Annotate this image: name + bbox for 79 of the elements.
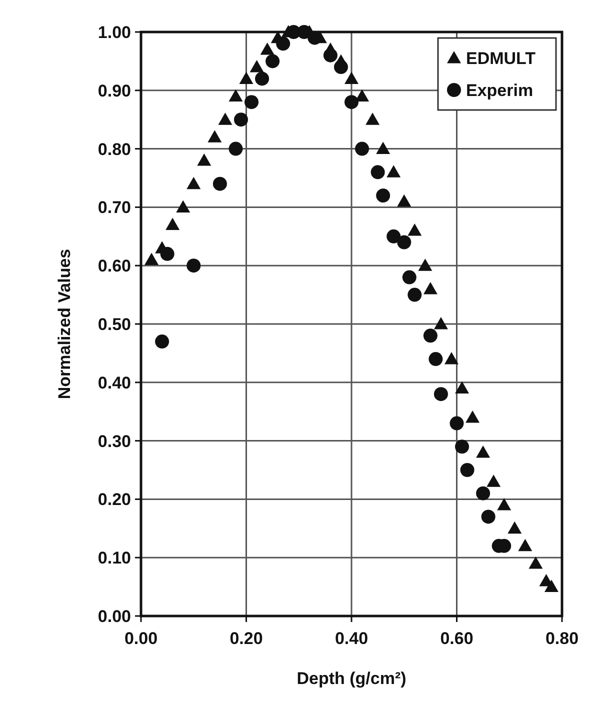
point [386, 165, 401, 178]
y-tick-label: 0.60 [98, 256, 131, 276]
point [402, 270, 416, 284]
y-tick-label: 0.50 [98, 315, 131, 334]
point [334, 60, 348, 74]
point [366, 112, 380, 125]
legend-label: Experim [466, 81, 534, 100]
x-tick-label: 0.60 [440, 629, 474, 648]
point [186, 258, 201, 273]
point [344, 95, 358, 110]
point [460, 463, 474, 477]
point [197, 153, 212, 166]
point [423, 282, 438, 294]
point [260, 42, 274, 55]
point [397, 194, 412, 207]
x-tick-label: 0.20 [230, 629, 263, 648]
y-tick-label: 0.70 [98, 198, 131, 218]
point [160, 246, 174, 261]
point [450, 416, 464, 430]
point [244, 95, 259, 110]
y-tick-label: 0.30 [98, 432, 131, 451]
x-tick-label: 0.40 [334, 629, 368, 648]
point [370, 165, 385, 180]
point [408, 288, 422, 302]
point [486, 474, 501, 487]
point [228, 142, 243, 156]
point [434, 387, 448, 402]
point [418, 258, 432, 271]
point [144, 252, 159, 266]
point [455, 381, 470, 394]
point [528, 556, 543, 569]
point [155, 334, 170, 349]
point [428, 352, 443, 366]
point [239, 72, 254, 84]
point [344, 72, 358, 84]
x-axis-title: Depth (g/cm²) [296, 669, 406, 688]
y-tick-label: 0.90 [98, 81, 131, 100]
point [544, 580, 558, 592]
point [355, 142, 370, 156]
point [166, 218, 180, 230]
point [466, 410, 480, 423]
point [234, 112, 248, 127]
point [434, 317, 448, 330]
point [212, 176, 227, 191]
point [455, 440, 470, 454]
point [386, 229, 401, 244]
point [266, 54, 280, 68]
x-tick-label: 0.00 [124, 629, 158, 648]
point [423, 328, 438, 343]
legend-label: EDMULT [466, 49, 536, 68]
point [476, 445, 490, 458]
point [444, 352, 458, 364]
y-tick-label: 0.40 [98, 373, 131, 392]
point [508, 521, 522, 534]
point [397, 235, 412, 250]
point [276, 36, 290, 51]
point [186, 176, 201, 190]
point [376, 142, 390, 154]
point [208, 130, 222, 142]
x-tick-label: 0.80 [545, 629, 579, 648]
y-tick-label: 0.00 [98, 607, 131, 626]
point [376, 188, 390, 203]
point [518, 538, 532, 552]
point [250, 60, 264, 72]
point [481, 510, 496, 524]
point [476, 486, 490, 500]
point [497, 498, 512, 510]
y-tick-label: 0.10 [98, 548, 131, 568]
y-tick-label: 0.20 [98, 490, 131, 510]
point [218, 112, 232, 125]
point [255, 72, 270, 86]
point [323, 48, 338, 62]
point [176, 200, 190, 212]
point [228, 89, 243, 102]
y-tick-label: 1.00 [98, 23, 131, 42]
y-tick-label: 0.80 [98, 140, 131, 159]
y-axis-title: Normalized Values [55, 248, 74, 400]
point [355, 89, 370, 102]
point [408, 224, 422, 236]
